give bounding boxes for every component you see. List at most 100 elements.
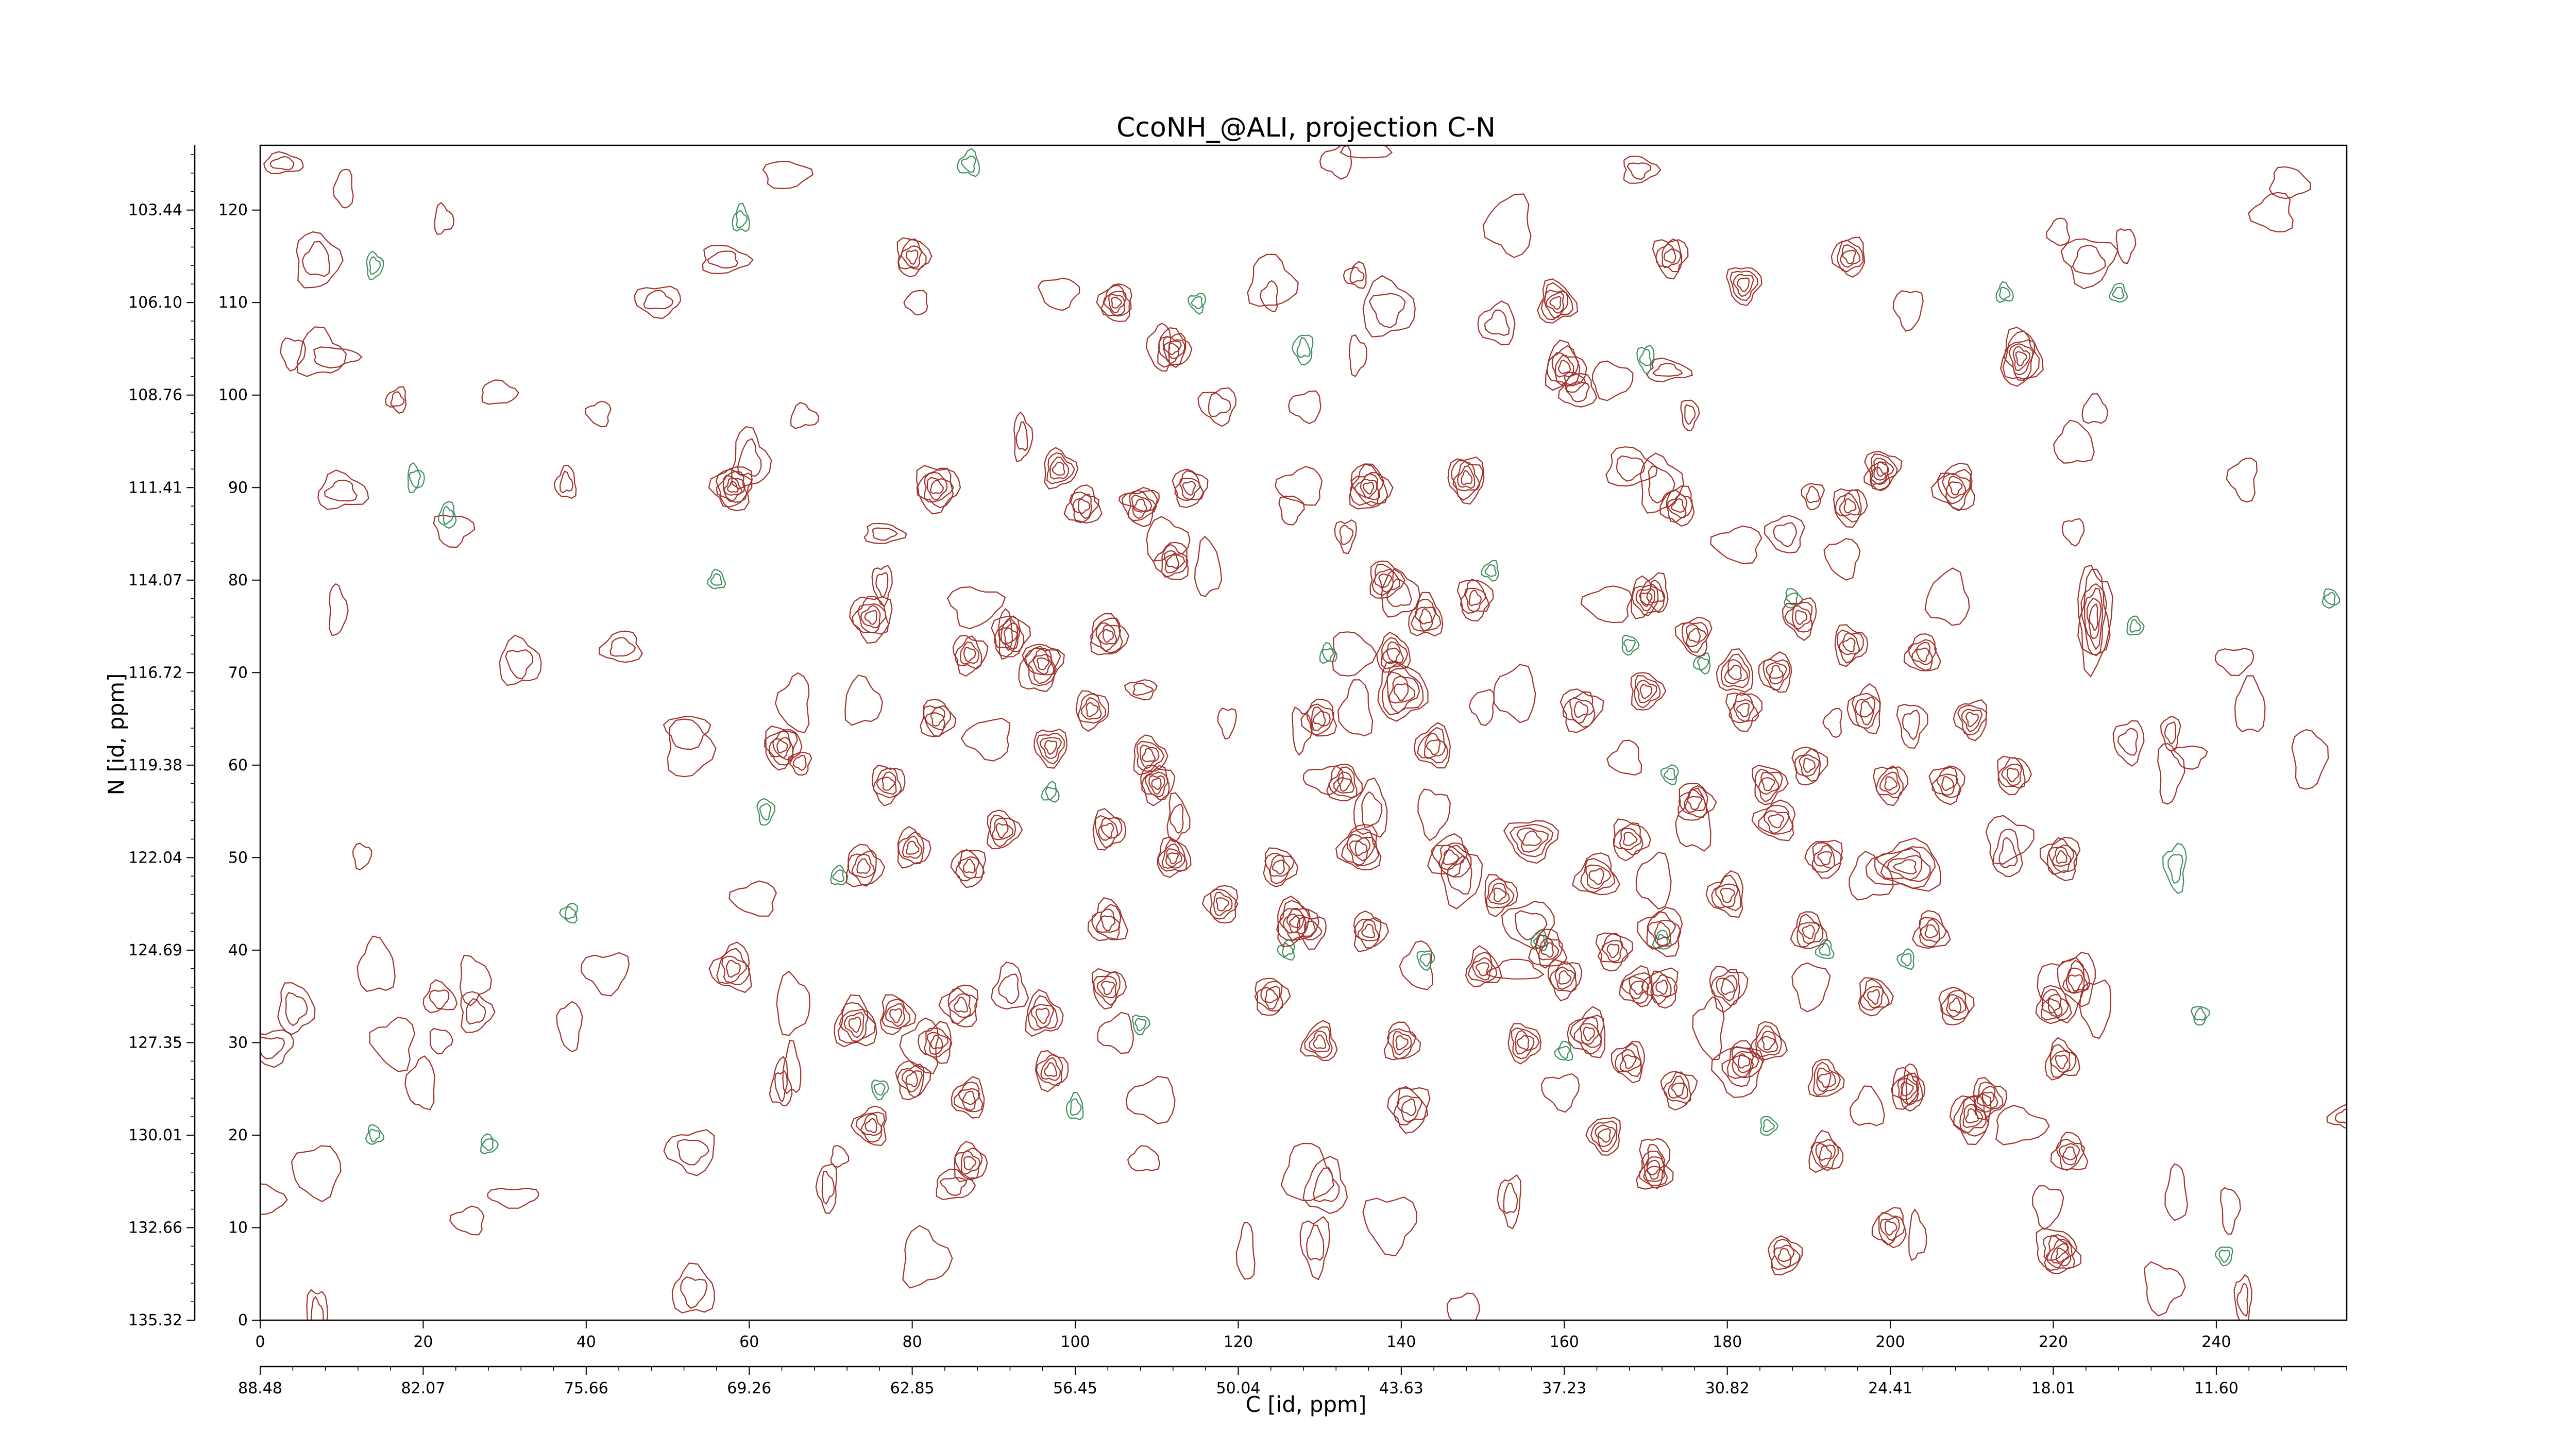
- positive-contour: [1417, 727, 1449, 764]
- noise-contour: [581, 952, 630, 997]
- positive-contour: [1369, 560, 1405, 599]
- positive-contour: [1507, 1023, 1541, 1065]
- positive-contour: [1858, 977, 1894, 1017]
- noise-contour: [1124, 679, 1158, 701]
- noise-contour: [1386, 578, 1412, 608]
- noise-contour: [815, 1163, 837, 1214]
- positive-contour: [1174, 470, 1205, 501]
- noise-contour: [280, 337, 306, 372]
- negative-contour: [2162, 843, 2187, 894]
- noise-contour: [2112, 720, 2145, 767]
- noise-contour: [505, 649, 534, 680]
- positive-contour: [1516, 827, 1549, 853]
- positive-contour: [873, 767, 902, 799]
- noise-contour: [998, 608, 1019, 660]
- positive-contour: [1562, 691, 1596, 728]
- noise-contour: [1908, 1208, 1927, 1261]
- positive-contour: [1361, 923, 1376, 938]
- negative-contour: [442, 506, 454, 525]
- positive-contour: [926, 477, 948, 501]
- positive-contour: [1128, 490, 1157, 521]
- positive-contour: [902, 1069, 923, 1093]
- positive-contour: [1547, 345, 1581, 386]
- x-tick-label: 200: [1875, 1333, 1905, 1351]
- positive-contour: [1044, 740, 1058, 755]
- positive-contour: [723, 475, 745, 502]
- positive-contour: [1451, 460, 1484, 501]
- x-ppm-tick-label: 18.01: [2031, 1379, 2076, 1397]
- positive-contour: [1452, 461, 1481, 492]
- positive-contour: [1522, 830, 1542, 846]
- negative-contour: [1557, 1046, 1570, 1059]
- y-ppm-tick-label: 130.01: [128, 1126, 182, 1144]
- x-tick-label: 140: [1386, 1333, 1416, 1351]
- positive-contour: [1558, 359, 1571, 375]
- positive-contour: [1335, 823, 1382, 871]
- positive-contour: [1655, 238, 1683, 273]
- y-tick-label: 60: [228, 756, 248, 774]
- positive-contour: [1730, 270, 1759, 301]
- positive-contour: [1360, 478, 1378, 499]
- noise-contour: [390, 391, 405, 407]
- positive-contour: [1511, 1027, 1540, 1059]
- positive-contour: [1096, 975, 1117, 999]
- positive-contour: [1179, 477, 1201, 500]
- positive-contour: [1736, 702, 1750, 717]
- positive-contour: [1839, 492, 1860, 517]
- positive-contour: [1095, 622, 1121, 652]
- positive-contour: [1201, 885, 1239, 924]
- positive-contour: [1890, 1072, 1919, 1106]
- noise-contour: [1018, 645, 1056, 692]
- negative-contour: [2194, 1007, 2206, 1021]
- positive-contour: [963, 1156, 977, 1170]
- noise-contour: [1806, 485, 1820, 503]
- positive-contour: [1873, 766, 1909, 806]
- positive-contour: [1401, 1098, 1417, 1117]
- positive-contour: [1802, 924, 1815, 940]
- positive-contour: [1710, 969, 1740, 1006]
- positive-contour: [1619, 965, 1654, 1007]
- positive-contour: [1671, 498, 1685, 513]
- positive-contour: [1092, 808, 1127, 851]
- positive-contour: [1595, 1124, 1616, 1148]
- noise-contour: [2037, 957, 2085, 1024]
- positive-contour: [1936, 773, 1959, 796]
- positive-contour: [1141, 748, 1156, 763]
- positive-contour: [2089, 603, 2098, 632]
- positive-contour: [1884, 1220, 1897, 1236]
- negative-contour: [957, 148, 980, 177]
- positive-contour: [1758, 651, 1792, 693]
- positive-contour: [1108, 293, 1125, 314]
- positive-contour: [1036, 657, 1049, 670]
- positive-contour: [865, 1118, 877, 1134]
- noise-contour: [1368, 293, 1406, 328]
- positive-contour: [1488, 882, 1511, 905]
- x-tick-label: 60: [739, 1333, 759, 1351]
- noise-contour: [1606, 739, 1642, 776]
- positive-contour: [723, 477, 743, 496]
- negative-contour: [409, 470, 421, 488]
- positive-contour: [860, 604, 881, 629]
- positive-contour: [2015, 351, 2027, 366]
- noise-contour: [1985, 815, 2035, 865]
- noise-contour: [1235, 1222, 1256, 1280]
- positive-contour: [953, 997, 969, 1013]
- positive-contour: [1659, 485, 1695, 527]
- positive-contour: [1545, 292, 1565, 314]
- positive-contour: [1461, 469, 1473, 485]
- positive-contour: [1493, 887, 1507, 902]
- positive-contour: [1213, 891, 1233, 917]
- noise-contour: [324, 479, 358, 502]
- positive-contour: [2052, 847, 2072, 867]
- noise-contour: [1353, 777, 1388, 838]
- positive-contour: [1916, 647, 1930, 663]
- negative-contour: [1132, 1014, 1151, 1036]
- noise-contour: [1132, 682, 1154, 696]
- positive-contour: [1313, 1034, 1327, 1049]
- positive-contour: [1907, 639, 1937, 671]
- positive-contour: [1795, 610, 1808, 626]
- positive-contour: [1072, 494, 1092, 519]
- positive-contour: [1874, 846, 1936, 889]
- noise-contour: [1001, 619, 1013, 651]
- positive-contour: [1663, 1071, 1691, 1104]
